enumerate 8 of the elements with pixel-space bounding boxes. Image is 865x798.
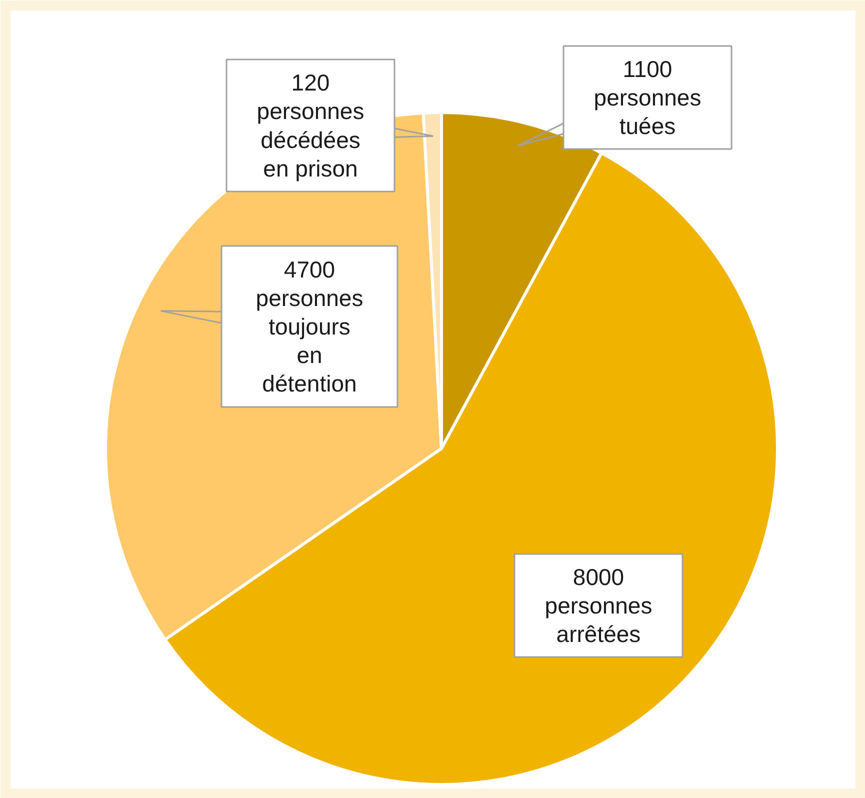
slice-label: personnes toujours en détention (256, 284, 364, 397)
slice-label: personnes décédées en prison (256, 98, 364, 182)
data-label: 1100 (622, 56, 672, 82)
data-label: 120 (291, 70, 330, 96)
slice-label: personnes arrêtées (544, 592, 652, 648)
data-label: 4700 (284, 256, 336, 282)
data-label: 8000 (572, 564, 624, 590)
slice-label: personnes tuées (594, 84, 702, 140)
